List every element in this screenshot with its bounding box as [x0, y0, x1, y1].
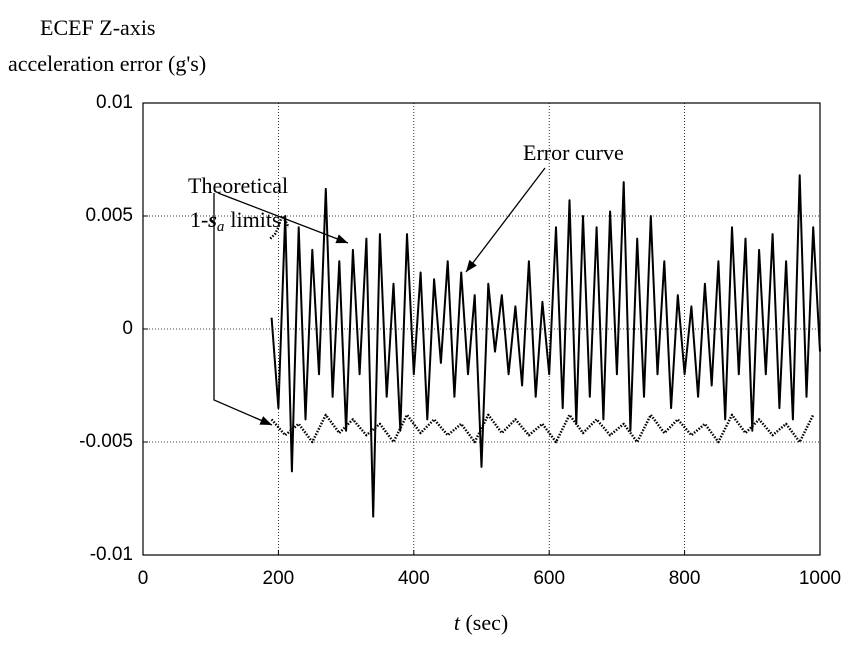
x-tick-label: 1000	[799, 568, 841, 589]
x-label: t (sec)	[454, 610, 508, 635]
arrow	[465, 167, 546, 273]
x-tick-label: 400	[398, 568, 430, 589]
y-label: acceleration error (g's)	[8, 51, 206, 76]
annotation-sub: a	[217, 219, 225, 235]
data-line	[270, 413, 815, 444]
plot-frame	[142, 102, 821, 556]
annotation-part: 1-	[190, 207, 208, 232]
x-tick-label: 0	[138, 568, 149, 589]
plot-area: -0.01 -0.005 0 0.005 0.01 0 200 400 600 800 1000	[79, 92, 841, 589]
x-label-unit: (sec)	[465, 610, 508, 635]
data-line	[270, 174, 821, 518]
annotation-symbol: s	[207, 207, 217, 232]
x-tick-label: 800	[669, 568, 701, 589]
y-tick-label: -0.01	[90, 544, 133, 565]
y-tick-label: 0.005	[85, 205, 133, 226]
y-tick-label: 0	[122, 318, 133, 339]
arrow	[217, 192, 349, 244]
x-tick-label: 600	[533, 568, 565, 589]
annotation: 1-sa limits	[190, 207, 281, 235]
arrow	[213, 193, 273, 426]
annotation-part: limits	[230, 207, 280, 232]
y-tick-label: -0.005	[79, 431, 133, 452]
annotation: Theoretical	[188, 173, 288, 198]
y-tick-label: 0.01	[96, 92, 133, 113]
y-label: ECEF Z-axis	[40, 15, 156, 40]
x-label-var: t	[454, 610, 461, 635]
annotation: Error curve	[523, 140, 624, 165]
x-tick-label: 200	[263, 568, 295, 589]
